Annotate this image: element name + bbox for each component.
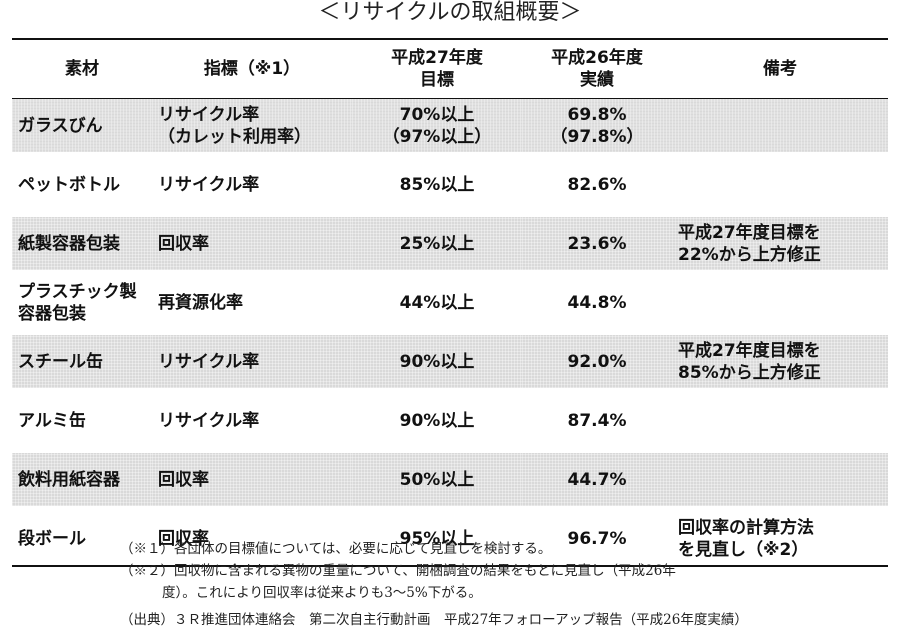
cell-target: 85%以上	[352, 152, 522, 214]
table-row-paper: 紙製容器包装 回収率 25%以上 23.6% 平成27年度目標を 22%から上方修…	[12, 211, 888, 273]
header-target-line1: 平成27年度	[391, 48, 483, 68]
cell-material: 飲料用紙容器	[12, 447, 152, 509]
header-target: 平成27年度 目標	[352, 39, 522, 99]
cell-target: 90%以上	[352, 329, 522, 391]
footnote-2-line2: 度）。これにより回収率は従来よりも3～5%下がる。	[162, 585, 482, 601]
target-subtext: （97%以上）	[382, 126, 492, 147]
cell-remarks	[672, 98, 888, 155]
cell-indicator: リサイクル率	[152, 152, 352, 214]
footnote-2-line1: （※２）回収物に含まれる異物の重量について、開梱調査の結果をもとに見直し（平成2…	[120, 563, 676, 579]
cell-material: ガラスびん	[12, 98, 152, 155]
footnotes: （※１）各団体の目標値については、必要に応じて見直しを検討する。 （※２）回収物…	[120, 538, 880, 604]
header-remarks: 備考	[672, 39, 888, 99]
remarks-text: 平成27年度目標を	[678, 340, 821, 361]
cell-actual: 23.6%	[522, 211, 672, 273]
cell-indicator: リサイクル率	[152, 329, 352, 391]
cell-indicator: 回収率	[152, 506, 352, 566]
table-row-beverage-carton: 飲料用紙容器 回収率 50%以上 44.7%	[12, 447, 888, 509]
material-subtext: 容器包装	[18, 303, 86, 324]
remarks-subtext: 22%から上方修正	[678, 244, 821, 265]
cell-material: 段ボール	[12, 506, 152, 566]
cell-remarks: 平成27年度目標を 85%から上方修正	[672, 329, 888, 391]
cell-remarks: 平成27年度目標を 22%から上方修正	[672, 211, 888, 273]
cell-actual: 44.8%	[522, 270, 672, 332]
cell-remarks	[672, 270, 888, 332]
remarks-text: 平成27年度目標を	[678, 222, 821, 243]
cell-material: プラスチック製 容器包装	[12, 270, 152, 332]
cell-target: 44%以上	[352, 270, 522, 332]
table-row-plastic: プラスチック製 容器包装 再資源化率 44%以上 44.8%	[12, 270, 888, 332]
indicator-subtext: （カレット利用率）	[158, 126, 311, 147]
cell-material: 紙製容器包装	[12, 211, 152, 273]
table-row-cardboard: 段ボール 回収率 95%以上 96.7% 回収率の計算方法 を見直し（※2）	[12, 506, 888, 566]
cell-material: ペットボトル	[12, 152, 152, 214]
cell-target: 95%以上	[352, 506, 522, 566]
cell-actual: 87.4%	[522, 388, 672, 450]
cell-indicator: 回収率	[152, 211, 352, 273]
indicator-text: リサイクル率	[158, 104, 260, 125]
header-actual-line1: 平成26年度	[551, 48, 643, 68]
cell-actual: 44.7%	[522, 447, 672, 509]
header-actual: 平成26年度 実績	[522, 39, 672, 99]
table-row-glass: ガラスびん リサイクル率 （カレット利用率） 70%以上 （97%以上） 69.8%…	[12, 98, 888, 155]
cell-actual: 96.7%	[522, 506, 672, 566]
cell-target: 90%以上	[352, 388, 522, 450]
cell-actual: 82.6%	[522, 152, 672, 214]
header-target-line2: 目標	[420, 70, 454, 90]
cell-target: 25%以上	[352, 211, 522, 273]
cell-indicator: リサイクル率	[152, 388, 352, 450]
table-row-steel: スチール缶 リサイクル率 90%以上 92.0% 平成27年度目標を 85%から上…	[12, 329, 888, 391]
header-material: 素材	[12, 39, 152, 99]
cell-actual: 69.8% （97.8%）	[522, 98, 672, 155]
header-indicator: 指標（※1）	[152, 39, 352, 99]
target-text: 70%以上	[399, 104, 475, 125]
cell-remarks	[672, 152, 888, 214]
cell-remarks	[672, 447, 888, 509]
material-text: ガラスびん	[18, 115, 103, 136]
cell-indicator: 再資源化率	[152, 270, 352, 332]
table-header-row: 素材 指標（※1） 平成27年度 目標 平成26年度 実績 備考	[12, 39, 888, 99]
header-actual-line2: 実績	[580, 70, 614, 90]
cell-remarks	[672, 388, 888, 450]
actual-text: 69.8%	[567, 104, 627, 125]
table-row-pet: ペットボトル リサイクル率 85%以上 82.6%	[12, 152, 888, 214]
cell-indicator: 回収率	[152, 447, 352, 509]
cell-target: 50%以上	[352, 447, 522, 509]
cell-remarks: 回収率の計算方法 を見直し（※2）	[672, 506, 888, 566]
material-text: プラスチック製	[18, 281, 137, 302]
footnote-1: （※１）各団体の目標値については、必要に応じて見直しを検討する。	[120, 541, 552, 557]
cell-actual: 92.0%	[522, 329, 672, 391]
recycling-table: 素材 指標（※1） 平成27年度 目標 平成26年度 実績 備考 ガラスびん リ…	[12, 38, 888, 567]
page-title: ＜リサイクルの取組概要＞	[318, 0, 582, 25]
cell-target: 70%以上 （97%以上）	[352, 98, 522, 155]
remarks-text: 回収率の計算方法	[678, 517, 814, 538]
remarks-subtext: 85%から上方修正	[678, 362, 821, 383]
actual-subtext: （97.8%）	[550, 126, 644, 147]
source-citation: （出典）３Ｒ推進団体連絡会 第二次自主行動計画 平成27年フォローアップ報告（平…	[120, 612, 748, 628]
remarks-subtext: を見直し（※2）	[678, 539, 809, 560]
cell-material: スチール缶	[12, 329, 152, 391]
cell-material: アルミ缶	[12, 388, 152, 450]
table-row-aluminum: アルミ缶 リサイクル率 90%以上 87.4%	[12, 388, 888, 450]
cell-indicator: リサイクル率 （カレット利用率）	[152, 98, 352, 155]
